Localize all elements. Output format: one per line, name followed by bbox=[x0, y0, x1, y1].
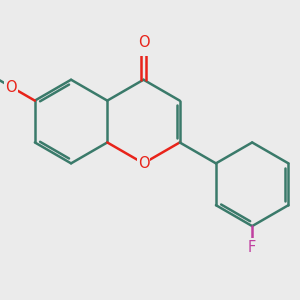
Text: F: F bbox=[248, 239, 256, 254]
Text: O: O bbox=[138, 156, 149, 171]
Text: O: O bbox=[5, 80, 17, 94]
Text: O: O bbox=[138, 35, 149, 50]
